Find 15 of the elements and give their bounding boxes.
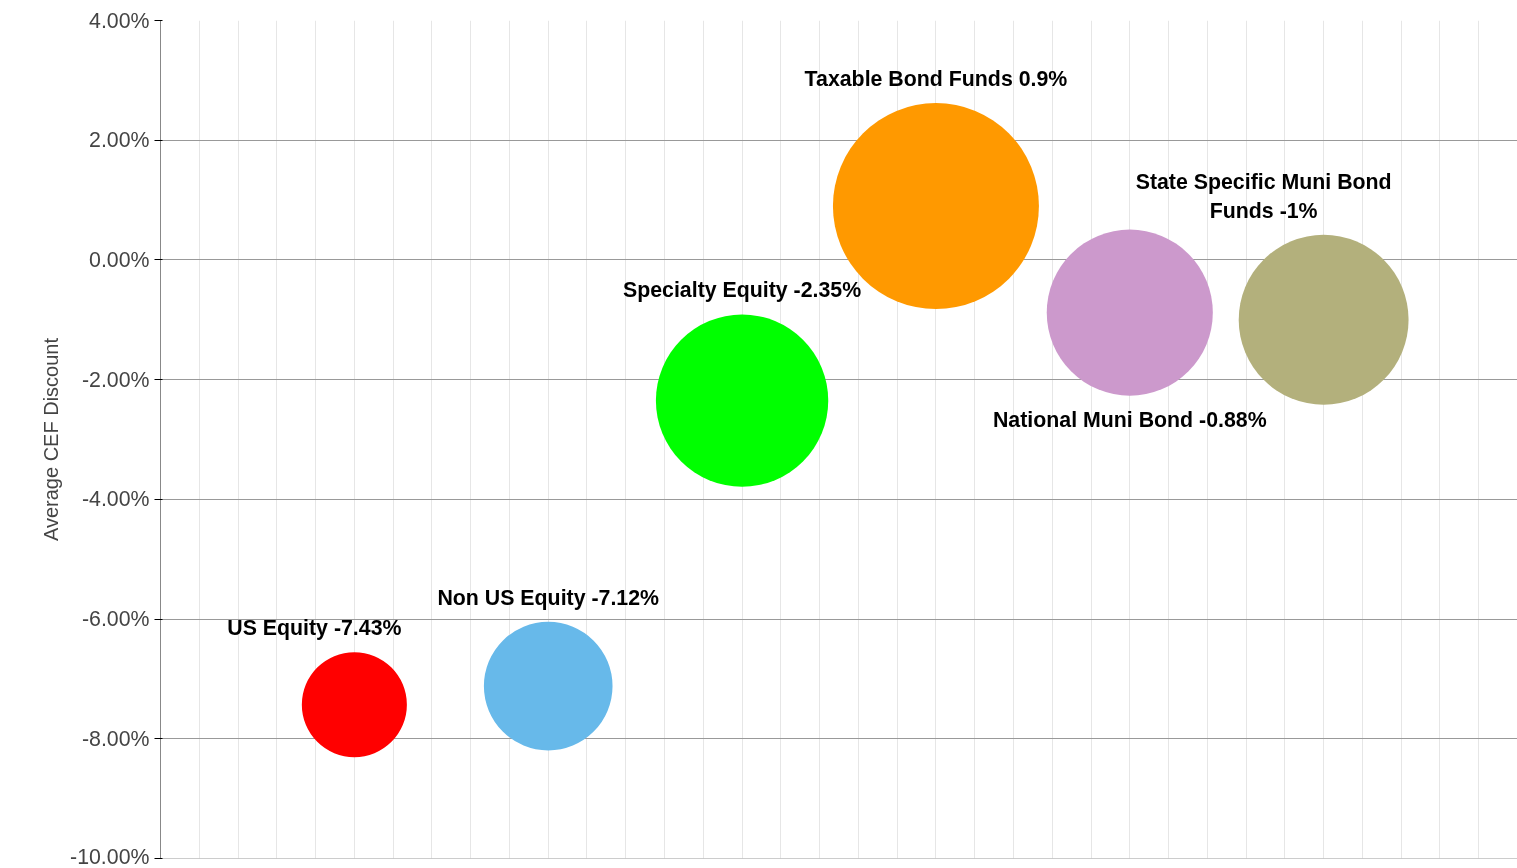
y-tick-label: 0.00% [89,247,150,272]
y-tick-label: -10.00% [70,844,150,868]
data-label: National Muni Bond -0.88% [992,407,1267,432]
data-label: US Equity -7.43% [227,616,402,641]
data-label: State Specific Muni Bond Funds -1% [1135,170,1392,223]
y-tick-label: -8.00% [81,726,150,751]
y-tick-label: -6.00% [81,607,150,632]
y-axis-title: Average CEF Discount [40,337,63,542]
y-tick-label: -4.00% [81,487,150,512]
y-tick-label: 2.00% [89,128,150,153]
data-label: Non US Equity -7.12% [437,585,660,610]
y-tick-label: -2.00% [81,367,150,392]
y-tick-label: 4.00% [89,8,150,33]
data-label: Specialty Equity -2.35% [622,278,862,303]
data-label: Taxable Bond Funds 0.9% [804,67,1068,92]
